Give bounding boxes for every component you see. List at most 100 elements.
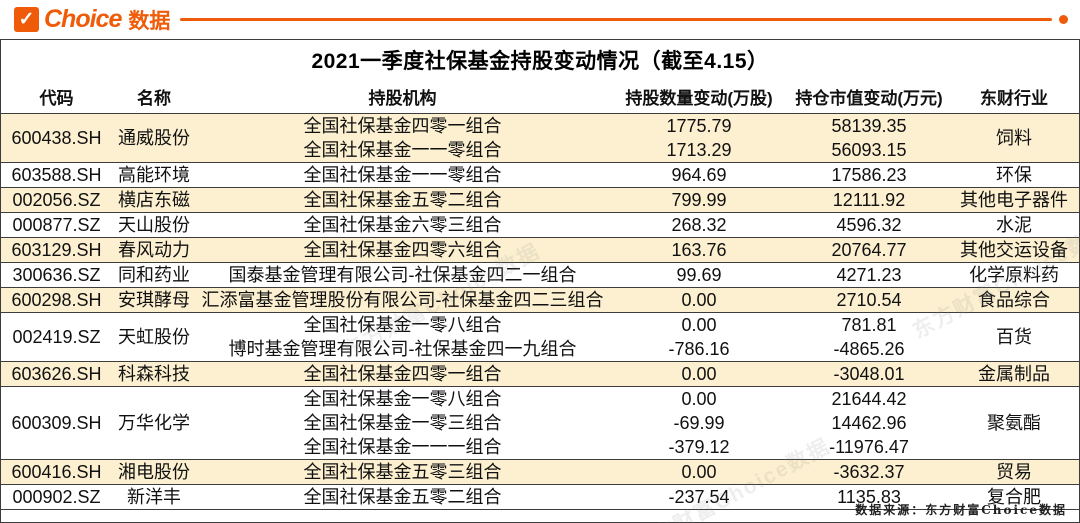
qty-change-cell: 163.76	[609, 236, 789, 262]
qty-change-cell: 1713.29	[609, 137, 789, 162]
page-title: 2021一季度社保基金持股变动情况（截至4.15）	[311, 50, 769, 73]
industry-cell: 饲料	[949, 112, 1079, 162]
institution-cell: 全国社保基金一零八组合	[196, 385, 609, 411]
stock-name-cell: 同和药业	[112, 261, 196, 287]
table-row: 全国社保基金一零三组合 -69.99 14462.96	[1, 411, 1079, 435]
mv-change-cell: 4271.23	[789, 261, 949, 287]
holdings-table: 代码 名称 持股机构 持股数量变动(万股) 持仓市值变动(万元) 东财行业 60…	[1, 80, 1079, 510]
table-card: 2021一季度社保基金持股变动情况（截至4.15） 代码 名称 持股机构 持股数…	[0, 39, 1080, 523]
stock-code-cell: 600416.SH	[1, 458, 112, 484]
stock-name-cell: 新洋丰	[112, 483, 196, 509]
industry-cell: 贸易	[949, 458, 1079, 484]
table-row: 002056.SZ 横店东磁 全国社保基金五零二组合 799.99 12111.92 其他…	[1, 186, 1079, 212]
footer-row: 数据来源：东方财富Choice数据	[1, 497, 1079, 522]
institution-cell: 博时基金管理有限公司-社保基金四一九组合	[228, 338, 577, 359]
mv-change-cell: 21644.42	[789, 385, 949, 411]
qty-change-cell: -237.54	[609, 483, 789, 509]
stock-name-cell: 天山股份	[112, 211, 196, 237]
table-row: 全国社保基金一一零组合 1713.29 56093.15	[1, 137, 1079, 162]
table-row: 全国社保基金一一一组合 -379.12 -11976.47	[1, 435, 1079, 460]
stock-name-cell: 通威股份	[112, 112, 196, 162]
mv-change-cell: 1135.83	[789, 483, 949, 509]
qty-change-cell: 0.00	[609, 311, 789, 337]
qty-change-cell: 964.69	[609, 161, 789, 187]
table-row: 博时基金管理有限公司-社保基金四一九组合 -786.16 -4865.26	[1, 337, 1079, 362]
mv-change-cell: 2710.54	[789, 286, 949, 312]
qty-change-cell: 799.99	[609, 186, 789, 212]
mv-change-cell: -3048.01	[789, 360, 949, 386]
brand-bar: ✓ Choice 数据	[0, 0, 1080, 39]
col-header-institution: 持股机构	[368, 88, 437, 108]
stock-code-cell: 603588.SH	[1, 161, 112, 187]
mv-change-cell: 12111.92	[789, 186, 949, 212]
industry-cell: 化学原料药	[949, 261, 1079, 287]
table-row: 600309.SH 万华化学 全国社保基金一零八组合 0.00 21644.42 聚氨酯	[1, 385, 1079, 459]
stock-code-cell: 600309.SH	[1, 385, 112, 459]
industry-cell: 百货	[949, 311, 1079, 361]
stock-code-cell: 002419.SZ	[1, 311, 112, 361]
stock-code-cell: 603626.SH	[1, 360, 112, 386]
institution-cell: 全国社保基金六零三组合	[196, 211, 609, 237]
mv-change-cell: 781.81	[789, 311, 949, 337]
header-row: 代码 名称 持股机构 持股数量变动(万股) 持仓市值变动(万元) 东财行业	[1, 80, 1079, 113]
col-header-code: 代码	[39, 88, 74, 108]
institution-cell: 全国社保基金一零三组合	[303, 412, 502, 433]
table-row: 600298.SH 安琪酵母 汇添富基金管理股份有限公司-社保基金四二三组合 0.00…	[1, 286, 1079, 312]
table-row: 603129.SH 春风动力 全国社保基金四零六组合 163.76 20764.77 其他…	[1, 236, 1079, 262]
stock-code-cell: 002056.SZ	[1, 186, 112, 212]
checkmark-icon: ✓	[14, 7, 39, 32]
brand-suffix: 数据	[128, 9, 171, 33]
table-header: 代码 名称 持股机构 持股数量变动(万股) 持仓市值变动(万元) 东财行业	[1, 80, 1079, 113]
institution-cell: 全国社保基金一一一组合	[303, 436, 502, 457]
stock-name-cell: 科森科技	[112, 360, 196, 386]
table-body: 600438.SH 通威股份 全国社保基金四零一组合 1775.79 58139.35 饲…	[1, 112, 1079, 509]
industry-cell: 其他电子器件	[949, 186, 1079, 212]
accent-dot-icon	[1059, 15, 1068, 24]
stock-code-cell: 300636.SZ	[1, 261, 112, 287]
stock-code-cell: 603129.SH	[1, 236, 112, 262]
mv-change-cell: 14462.96	[831, 412, 907, 433]
stock-name-cell: 横店东磁	[112, 186, 196, 212]
qty-change-cell: -69.99	[673, 412, 725, 433]
industry-cell: 食品综合	[949, 286, 1079, 312]
stock-name-cell: 湘电股份	[112, 458, 196, 484]
stock-name-cell: 安琪酵母	[112, 286, 196, 312]
col-header-name: 名称	[137, 88, 171, 108]
table-row: 603588.SH 高能环境 全国社保基金一一零组合 964.69 17586.23 环保	[1, 161, 1079, 187]
title-row: 2021一季度社保基金持股变动情况（截至4.15）	[1, 40, 1079, 80]
qty-change-cell: 0.00	[609, 458, 789, 484]
stock-code-cell: 000902.SZ	[1, 483, 112, 509]
stock-code-cell: 600438.SH	[1, 112, 112, 162]
data-source-note: 数据来源：东方财富Choice数据	[855, 503, 1067, 517]
institution-cell: 全国社保基金五零三组合	[196, 458, 609, 484]
table-row: 002419.SZ 天虹股份 全国社保基金一零八组合 0.00 781.81 百货	[1, 311, 1079, 361]
choice-logo: ✓ Choice 数据	[14, 5, 170, 35]
institution-cell: 全国社保基金五零二组合	[196, 186, 609, 212]
stock-name-cell: 春风动力	[112, 236, 196, 262]
qty-change-cell: 99.69	[609, 261, 789, 287]
table-row: 600416.SH 湘电股份 全国社保基金五零三组合 0.00 -3632.37 贸易	[1, 458, 1079, 484]
industry-cell: 复合肥	[949, 483, 1079, 509]
institution-cell: 全国社保基金一一零组合	[196, 161, 609, 187]
qty-change-cell: 268.32	[609, 211, 789, 237]
stock-code-cell: 600298.SH	[1, 286, 112, 312]
mv-change-cell: -3632.37	[789, 458, 949, 484]
mv-change-cell: 56093.15	[789, 137, 949, 162]
table-row: 000902.SZ 新洋丰 全国社保基金五零二组合 -237.54 1135.83 复合肥	[1, 483, 1079, 509]
qty-change-cell: 0.00	[609, 385, 789, 411]
stock-name-cell: 万华化学	[112, 385, 196, 459]
qty-change-cell: -379.12	[668, 436, 730, 457]
mv-change-cell: -4865.26	[833, 338, 905, 359]
col-header-mv-change: 持仓市值变动(万元)	[795, 88, 943, 108]
institution-cell: 全国社保基金一零八组合	[196, 311, 609, 337]
institution-cell: 全国社保基金一一零组合	[196, 137, 609, 162]
col-header-industry: 东财行业	[980, 88, 1048, 108]
mv-change-cell: 4596.32	[789, 211, 949, 237]
institution-cell: 全国社保基金四零六组合	[196, 236, 609, 262]
table-row: 000877.SZ 天山股份 全国社保基金六零三组合 268.32 4596.32 水泥	[1, 211, 1079, 237]
qty-change-cell: -786.16	[668, 338, 730, 359]
stock-code-cell: 000877.SZ	[1, 211, 112, 237]
mv-change-cell: -11976.47	[829, 436, 909, 457]
table-row: 300636.SZ 同和药业 国泰基金管理有限公司-社保基金四二一组合 99.69 42…	[1, 261, 1079, 287]
accent-rule	[180, 18, 1052, 21]
